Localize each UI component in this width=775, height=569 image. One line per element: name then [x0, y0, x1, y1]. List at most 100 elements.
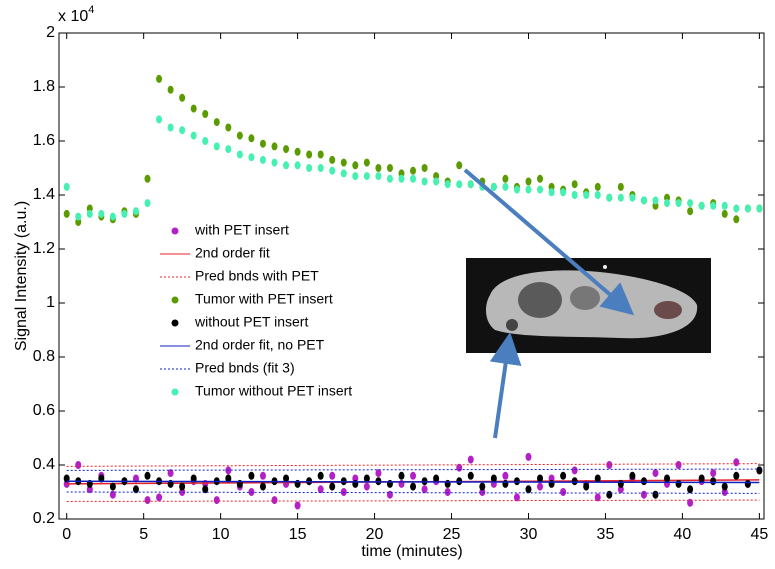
data-point — [272, 142, 278, 150]
data-point — [491, 183, 497, 191]
data-point — [410, 483, 416, 491]
data-point — [237, 132, 243, 140]
data-point — [560, 188, 566, 196]
data-point — [168, 86, 174, 94]
data-point — [572, 466, 578, 474]
data-point — [422, 485, 428, 493]
data-point — [583, 483, 589, 491]
data-point — [410, 472, 416, 480]
data-point — [733, 472, 739, 480]
data-point — [329, 156, 335, 164]
data-point — [456, 180, 462, 188]
data-point — [318, 472, 324, 480]
x-axis-label: time (minutes) — [361, 543, 462, 560]
data-point — [733, 215, 739, 223]
data-point — [306, 164, 312, 172]
data-point — [664, 475, 670, 483]
data-point — [422, 178, 428, 186]
y-tick-label: 0.4 — [33, 456, 55, 473]
data-point — [699, 475, 705, 483]
data-point — [710, 469, 716, 477]
data-point — [745, 205, 751, 213]
legend-marker — [172, 320, 179, 327]
data-point — [606, 194, 612, 202]
data-point — [283, 161, 289, 169]
data-point — [260, 483, 266, 491]
data-point — [502, 183, 508, 191]
data-point — [641, 477, 647, 485]
data-point — [375, 469, 381, 477]
data-point — [652, 196, 658, 204]
data-point — [733, 205, 739, 213]
data-point — [722, 202, 728, 210]
data-point — [364, 159, 370, 167]
data-point — [156, 115, 162, 123]
data-point — [387, 164, 393, 172]
data-point — [318, 164, 324, 172]
inset-image — [466, 258, 711, 353]
data-point — [618, 194, 624, 202]
data-point — [352, 172, 358, 180]
data-point — [341, 159, 347, 167]
data-point — [272, 496, 278, 504]
y-tick-label: 0.2 — [33, 510, 55, 527]
data-point — [283, 145, 289, 153]
data-point — [756, 205, 762, 213]
data-point — [202, 137, 208, 145]
data-point — [699, 202, 705, 210]
data-point — [145, 496, 151, 504]
data-point — [664, 199, 670, 207]
y-tick-label: 0.8 — [33, 348, 55, 365]
y-scale-base: x 10 — [58, 8, 88, 25]
data-point — [722, 483, 728, 491]
data-point — [733, 458, 739, 466]
x-tick-label: 0 — [62, 526, 71, 543]
data-point — [676, 199, 682, 207]
data-point — [537, 175, 543, 183]
data-point — [410, 167, 416, 175]
data-point — [652, 469, 658, 477]
y-tick-label: 0.6 — [33, 402, 55, 419]
data-point — [479, 483, 485, 491]
data-point — [329, 472, 335, 480]
data-point — [618, 480, 624, 488]
data-point — [364, 483, 370, 491]
data-point — [710, 202, 716, 210]
data-point — [572, 180, 578, 188]
data-point — [179, 94, 185, 102]
data-point — [179, 126, 185, 134]
data-point — [64, 210, 70, 218]
x-tick-label: 25 — [443, 526, 461, 543]
data-point — [595, 183, 601, 191]
data-point — [248, 153, 254, 161]
data-point — [537, 475, 543, 483]
y-tick-label: 2 — [46, 24, 55, 41]
y-axis-label: Signal Intensity (a.u.) — [13, 201, 30, 351]
data-point — [514, 477, 520, 485]
x-tick-label: 30 — [520, 526, 538, 543]
chart: x 104 Signal Intensity (a.u.) time (minu… — [0, 0, 775, 569]
legend-marker — [172, 228, 179, 235]
data-point — [722, 210, 728, 218]
data-point — [364, 172, 370, 180]
data-point — [295, 148, 301, 156]
data-point — [145, 199, 151, 207]
data-point — [606, 461, 612, 469]
y-tick-label: 1 — [46, 294, 55, 311]
data-point — [75, 213, 81, 221]
data-point — [110, 213, 116, 221]
data-point — [525, 485, 531, 493]
data-point — [145, 472, 151, 480]
data-point — [422, 164, 428, 172]
data-point — [410, 175, 416, 183]
data-point — [387, 491, 393, 499]
data-point — [225, 124, 231, 132]
data-point — [98, 210, 104, 218]
data-point — [145, 175, 151, 183]
data-point — [318, 151, 324, 159]
data-point — [329, 167, 335, 175]
data-point — [595, 191, 601, 199]
data-point — [710, 477, 716, 485]
y-tick-label: 1.2 — [33, 240, 55, 257]
data-point — [525, 453, 531, 461]
